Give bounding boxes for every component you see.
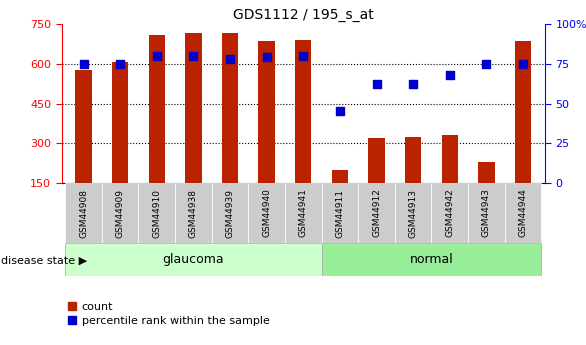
FancyBboxPatch shape xyxy=(395,183,431,243)
Text: glaucoma: glaucoma xyxy=(162,253,224,266)
FancyBboxPatch shape xyxy=(358,183,395,243)
Text: GSM44939: GSM44939 xyxy=(226,188,234,238)
Legend: count, percentile rank within the sample: count, percentile rank within the sample xyxy=(67,302,270,326)
FancyBboxPatch shape xyxy=(248,183,285,243)
Text: GSM44908: GSM44908 xyxy=(79,188,88,238)
FancyBboxPatch shape xyxy=(138,183,175,243)
FancyBboxPatch shape xyxy=(468,183,505,243)
Text: GSM44911: GSM44911 xyxy=(335,188,345,238)
Bar xyxy=(222,33,239,183)
Point xyxy=(189,53,198,59)
Bar xyxy=(148,35,165,183)
Point xyxy=(226,56,235,62)
Point xyxy=(335,109,345,114)
FancyBboxPatch shape xyxy=(505,183,541,243)
Point xyxy=(115,61,125,67)
Text: GSM44910: GSM44910 xyxy=(152,188,161,238)
Text: GSM44909: GSM44909 xyxy=(115,188,125,238)
Bar xyxy=(405,137,421,183)
FancyBboxPatch shape xyxy=(322,183,358,243)
Point xyxy=(408,82,418,87)
Bar xyxy=(295,40,312,183)
Point xyxy=(372,82,381,87)
Bar xyxy=(478,162,495,183)
FancyBboxPatch shape xyxy=(175,183,212,243)
FancyBboxPatch shape xyxy=(212,183,248,243)
Text: disease state ▶: disease state ▶ xyxy=(1,256,87,265)
FancyBboxPatch shape xyxy=(65,243,322,276)
Point xyxy=(519,61,528,67)
FancyBboxPatch shape xyxy=(431,183,468,243)
FancyBboxPatch shape xyxy=(285,183,322,243)
Bar xyxy=(515,41,532,183)
Bar xyxy=(368,138,385,183)
Point xyxy=(152,53,162,59)
Point xyxy=(79,61,88,67)
Point xyxy=(482,61,491,67)
Bar xyxy=(258,41,275,183)
Text: GSM44943: GSM44943 xyxy=(482,189,491,237)
Bar xyxy=(332,170,348,183)
Point xyxy=(299,53,308,59)
Bar xyxy=(441,135,458,183)
Text: GSM44941: GSM44941 xyxy=(299,189,308,237)
Bar xyxy=(112,62,128,183)
Text: GSM44938: GSM44938 xyxy=(189,188,198,238)
Title: GDS1112 / 195_s_at: GDS1112 / 195_s_at xyxy=(233,8,374,22)
FancyBboxPatch shape xyxy=(322,243,541,276)
FancyBboxPatch shape xyxy=(102,183,138,243)
Text: GSM44912: GSM44912 xyxy=(372,189,381,237)
Text: GSM44942: GSM44942 xyxy=(445,189,454,237)
Text: GSM44913: GSM44913 xyxy=(408,188,418,238)
Text: normal: normal xyxy=(410,253,454,266)
Point xyxy=(262,55,271,60)
Text: GSM44940: GSM44940 xyxy=(262,189,271,237)
Point xyxy=(445,72,455,78)
Text: GSM44944: GSM44944 xyxy=(519,189,527,237)
Bar xyxy=(185,33,202,183)
FancyBboxPatch shape xyxy=(65,183,102,243)
Bar xyxy=(75,70,92,183)
